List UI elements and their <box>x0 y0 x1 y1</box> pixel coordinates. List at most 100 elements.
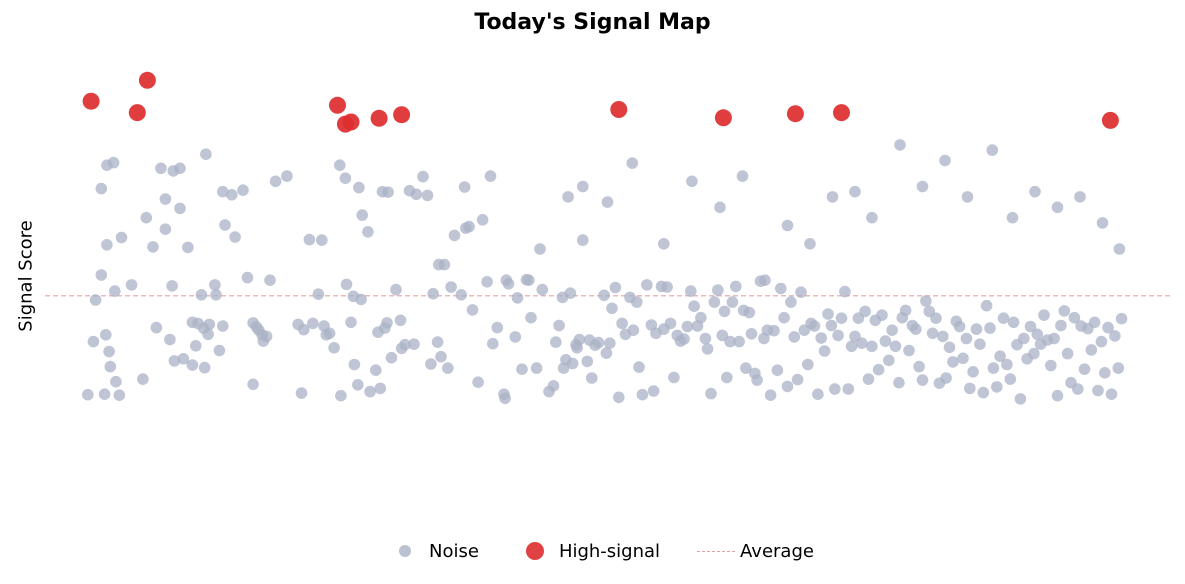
noise-point <box>862 373 875 385</box>
noise-point <box>107 156 120 169</box>
noise-point <box>200 148 212 160</box>
noise-point <box>631 296 643 308</box>
noise-point <box>775 282 787 295</box>
noise-point <box>484 170 497 182</box>
noise-point <box>627 324 640 337</box>
noise-point <box>1018 332 1030 345</box>
noise-point <box>356 209 369 221</box>
noise-point <box>879 335 892 347</box>
noise-point <box>362 226 374 238</box>
noise-point <box>1051 389 1064 402</box>
noise-point <box>712 284 724 296</box>
noise-point <box>647 385 660 397</box>
noise-point <box>1068 311 1081 324</box>
noise-point <box>431 336 444 348</box>
noise-point <box>217 320 229 332</box>
noise-point <box>374 382 387 395</box>
noise-point <box>930 312 942 325</box>
noise-point <box>626 157 639 169</box>
noise-point <box>1055 319 1067 332</box>
noise-point <box>481 276 493 288</box>
noise-point <box>525 311 537 324</box>
noise-point <box>177 353 190 365</box>
chart-title: Today's Signal Map <box>474 10 711 35</box>
noise-point <box>476 214 489 226</box>
noise-point <box>445 281 457 293</box>
legend: Noise High-signal Average <box>385 538 814 564</box>
noise-point <box>364 385 376 398</box>
noise-point <box>562 191 574 203</box>
noise-point <box>417 170 429 183</box>
noise-point <box>604 337 616 350</box>
noise-point <box>101 239 113 251</box>
noise-point <box>1045 359 1057 372</box>
noise-point <box>592 336 605 349</box>
noise-point <box>147 241 159 253</box>
noise-point <box>633 361 645 373</box>
noise-point <box>89 294 102 306</box>
noise-point <box>534 243 546 255</box>
noise-point <box>964 382 976 395</box>
noise-point <box>745 328 758 340</box>
noise-point <box>1006 211 1019 224</box>
noise-point <box>195 289 208 301</box>
noise-point <box>1112 362 1125 374</box>
noise-point <box>516 363 528 376</box>
noise-point <box>1031 328 1044 341</box>
noise-point <box>247 378 259 391</box>
noise-point <box>523 274 535 287</box>
legend-swatch-high-signal <box>515 539 555 563</box>
noise-point <box>328 342 340 354</box>
noise-point <box>716 329 729 342</box>
high-signal-point <box>329 96 346 114</box>
noise-point <box>883 354 895 367</box>
noise-point <box>209 279 221 291</box>
noise-point <box>598 289 610 302</box>
noise-point <box>159 223 172 235</box>
noise-point <box>353 181 365 194</box>
noise-point <box>150 321 163 334</box>
noise-point <box>815 332 827 344</box>
noise-point <box>1058 305 1071 317</box>
noise-point <box>893 376 905 389</box>
noise-point <box>832 329 844 342</box>
noise-point <box>155 162 167 175</box>
noise-point <box>991 381 1003 393</box>
noise-point <box>442 362 454 374</box>
high-signal-points-layer <box>82 71 1119 133</box>
noise-point <box>658 238 670 250</box>
noise-point <box>530 362 543 374</box>
high-signal-point <box>833 104 850 122</box>
noise-point <box>213 344 226 357</box>
noise-point <box>182 241 194 254</box>
noise-point <box>1024 320 1037 333</box>
noise-point <box>348 358 361 371</box>
noise-point <box>491 321 504 334</box>
noise-point <box>781 219 794 232</box>
noise-point <box>872 363 885 376</box>
noise-point <box>899 304 912 317</box>
noise-point <box>323 327 336 340</box>
noise-point <box>1085 344 1098 356</box>
noise-point <box>957 352 969 365</box>
noise-point <box>940 372 952 384</box>
noise-point <box>886 324 898 337</box>
noise-point <box>103 345 115 358</box>
legend-label-average: Average <box>740 540 814 562</box>
noise-point <box>1048 332 1060 345</box>
noise-point <box>1038 309 1050 321</box>
high-signal-point <box>786 105 804 123</box>
noise-point <box>385 351 398 364</box>
noise-point <box>125 279 138 291</box>
noise-point <box>394 314 407 327</box>
noise-point <box>1113 243 1126 255</box>
noise-point <box>606 302 618 315</box>
noise-point <box>1088 316 1101 329</box>
noise-point <box>1029 185 1041 198</box>
noise-point <box>681 320 694 333</box>
noise-point <box>166 280 178 292</box>
noise-point <box>345 316 357 329</box>
noise-point <box>553 319 565 332</box>
noise-point <box>609 281 622 294</box>
noise-point <box>110 375 122 388</box>
